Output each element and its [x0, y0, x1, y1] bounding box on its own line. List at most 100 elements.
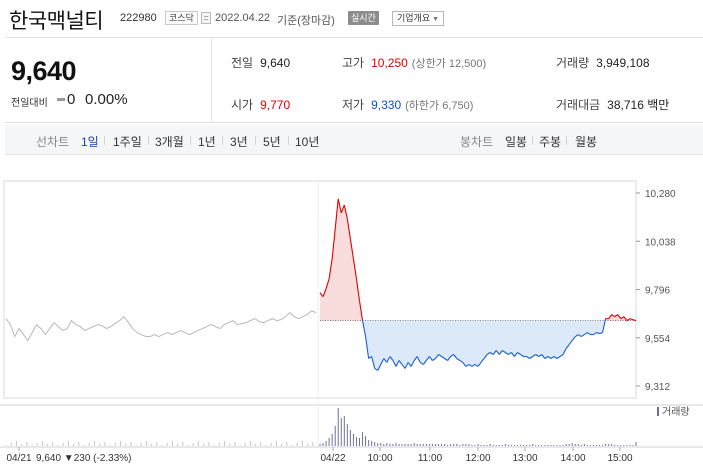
x-tick-label: 10:00 — [367, 453, 392, 464]
today-series-segment — [447, 356, 452, 361]
today-series-segment — [471, 364, 476, 367]
today-series-segment — [459, 360, 464, 363]
high-price: 고가 10,250 (상한가 12,500) — [342, 54, 486, 71]
open-value: 9,770 — [260, 98, 291, 112]
volume-label: 거래량 — [556, 56, 590, 70]
candle-weekly[interactable]: 주봉 — [539, 135, 562, 149]
today-series-segment — [404, 362, 409, 369]
divider — [104, 136, 105, 145]
today-series-segment — [419, 362, 424, 365]
today-series-segment — [432, 358, 436, 361]
current-price: 9,640 — [11, 56, 77, 86]
period-5y[interactable]: 5년 — [263, 135, 281, 149]
divider — [288, 136, 289, 145]
period-1y[interactable]: 1년 — [198, 135, 216, 149]
price-chart[interactable]: 10,280 10,038 9,796 9,554 9,312 거래량 04/21 04/22… — [0, 156, 703, 476]
today-series-segment — [349, 238, 354, 259]
company-overview-label: 기업개요 — [397, 13, 431, 23]
y-tick-label: 10,038 — [645, 237, 676, 248]
divider — [532, 136, 533, 145]
today-series-segment — [352, 258, 358, 279]
today-series-segment — [468, 364, 473, 367]
today-series-segment — [620, 316, 625, 320]
today-series-segment — [425, 356, 430, 361]
today-series-segment — [462, 362, 467, 367]
today-series-segment — [553, 356, 558, 359]
divider — [148, 136, 149, 145]
realtime-button[interactable]: 실시간 — [348, 11, 379, 25]
today-series-segment — [526, 356, 530, 359]
today-series-segment — [392, 360, 397, 367]
x-tick-label: 04/22 — [320, 453, 345, 464]
plot-frame — [3, 180, 637, 399]
today-series-segment — [380, 358, 385, 365]
volume-legend-swatch — [657, 407, 659, 416]
price-summary: 9,640 전일대비 0 0.00% 전일 9,640 시가 9,770 고가 10,… — [5, 37, 703, 123]
period-10y[interactable]: 10년 — [295, 135, 320, 149]
chevron-down-icon: ▼ — [432, 16, 440, 23]
change-label: 전일대비 — [11, 98, 48, 109]
y-tick-label: 9,554 — [645, 334, 670, 345]
prev-close: 전일 9,640 — [231, 54, 290, 71]
today-series-segment — [383, 358, 388, 363]
today-series-segment — [319, 292, 324, 298]
today-series-segment — [453, 354, 458, 359]
high-value: 10,250 — [371, 56, 408, 70]
today-series-segment — [465, 364, 470, 367]
today-series-segment — [593, 332, 597, 336]
candle-daily[interactable]: 일봉 — [505, 135, 528, 149]
market-badge: 코스닥 — [165, 11, 198, 25]
period-1d[interactable]: 1일 — [81, 135, 99, 149]
x-tick-label: 13:00 — [512, 453, 537, 464]
trade-amount: 거래대금 38,716 백만 — [556, 96, 669, 113]
today-series-segment — [328, 258, 333, 279]
today-series-segment — [559, 354, 564, 357]
today-series-segment — [510, 352, 515, 357]
stock-name: 한국맥널티 — [9, 10, 104, 33]
today-series-segment — [581, 334, 585, 338]
candle-chart-title: 봉차트 — [460, 135, 494, 149]
x-tick-label: 14:00 — [560, 453, 585, 464]
today-series-segment — [368, 356, 372, 359]
today-series-segment — [389, 356, 394, 361]
low-value: 9,330 — [371, 98, 402, 112]
lower-limit: (하한가 6,750) — [405, 100, 474, 112]
y-tick-label: 9,312 — [645, 382, 670, 393]
today-series-segment — [371, 356, 376, 369]
today-series-segment — [450, 354, 454, 357]
divider — [566, 136, 567, 145]
volume-value: 3,949,108 — [596, 56, 650, 70]
today-series-segment — [577, 334, 582, 338]
today-series-segment — [377, 364, 382, 371]
company-overview-dropdown[interactable]: 기업개요 ▼ — [392, 11, 445, 26]
today-series-segment — [517, 352, 521, 355]
today-series-segment — [483, 354, 488, 359]
trade-amount-value: 38,716 백만 — [607, 98, 670, 112]
today-series-segment — [568, 340, 573, 345]
stock-code: 222980 — [120, 12, 157, 24]
today-series-segment — [386, 356, 391, 363]
document-icon[interactable] — [201, 12, 211, 24]
upper-limit: (상한가 12,500) — [411, 58, 487, 70]
period-3y[interactable]: 3년 — [230, 135, 248, 149]
period-3m[interactable]: 3개월 — [155, 135, 184, 149]
today-series-segment — [502, 350, 506, 353]
today-series-segment — [480, 358, 485, 363]
prev-close-label: 전일 — [231, 56, 254, 70]
today-series-segment — [556, 356, 561, 359]
today-series-segment — [508, 352, 512, 355]
candle-monthly[interactable]: 월봉 — [575, 135, 598, 149]
low-price: 저가 9,330 (하한가 6,750) — [342, 96, 473, 113]
open-price: 시가 9,770 — [231, 96, 290, 113]
period-1w[interactable]: 1주일 — [113, 135, 142, 149]
today-series-segment — [529, 356, 533, 359]
current-price-panel: 9,640 전일대비 0 0.00% — [5, 38, 212, 122]
today-series-segment — [498, 350, 503, 355]
today-series-segment — [444, 358, 448, 361]
today-series-segment — [584, 332, 588, 336]
today-series-segment — [562, 348, 567, 355]
prev-close-value: 9,640 — [260, 56, 291, 70]
today-series-segment — [632, 319, 637, 322]
today-series-segment — [456, 358, 461, 361]
today-series-segment — [331, 228, 336, 259]
